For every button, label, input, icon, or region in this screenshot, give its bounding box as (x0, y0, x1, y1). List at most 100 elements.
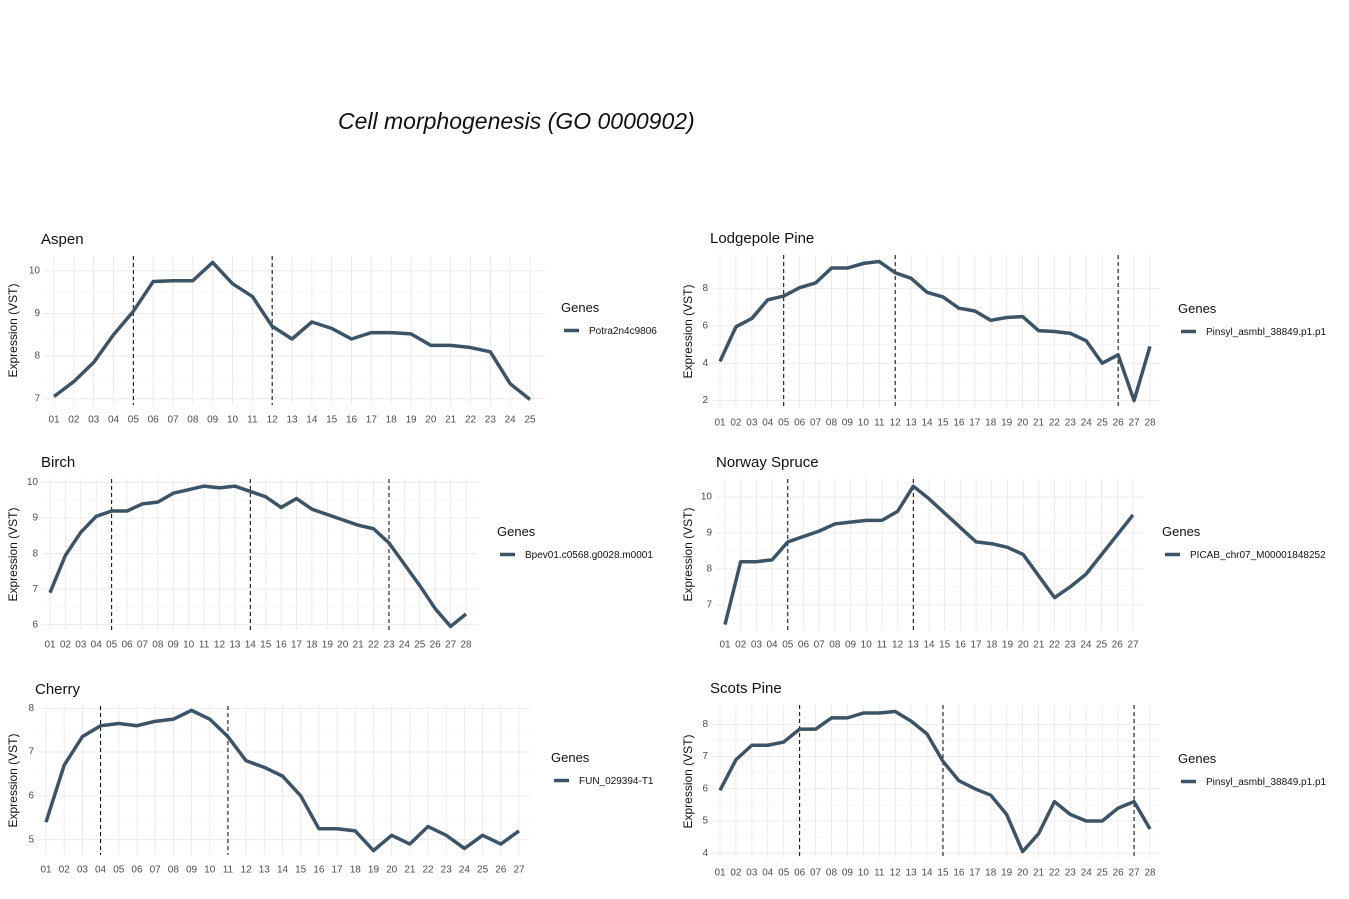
x-tick-label: 20 (337, 640, 349, 651)
x-tick-label: 05 (113, 865, 125, 876)
legend-title: Genes (497, 524, 536, 539)
x-tick-label: 02 (60, 640, 72, 651)
x-tick-label: 24 (1080, 640, 1092, 651)
x-tick-label: 12 (890, 868, 902, 879)
x-tick-label: 20 (425, 415, 437, 426)
x-tick-label: 27 (1129, 418, 1141, 429)
x-tick-label: 09 (186, 865, 198, 876)
x-tick-label: 12 (890, 418, 902, 429)
x-tick-label: 04 (762, 418, 774, 429)
x-tick-label: 15 (295, 865, 307, 876)
x-tick-label: 05 (778, 418, 790, 429)
x-tick-label: 16 (953, 868, 965, 879)
x-tick-label: 25 (414, 640, 426, 651)
y-tick-label: 6 (32, 619, 38, 630)
x-tick-label: 19 (1001, 418, 1013, 429)
x-tick-label: 15 (326, 415, 338, 426)
x-tick-label: 03 (75, 640, 87, 651)
x-tick-label: 22 (1049, 418, 1061, 429)
x-tick-label: 05 (778, 868, 790, 879)
x-tick-label: 26 (495, 865, 507, 876)
x-tick-label: 14 (245, 640, 257, 651)
x-tick-label: 15 (937, 418, 949, 429)
x-tick-label: 12 (241, 865, 253, 876)
x-tick-label: 02 (59, 865, 71, 876)
x-tick-label: 18 (306, 640, 318, 651)
series-line (718, 709, 1152, 854)
y-tick-label: 9 (706, 528, 712, 539)
x-tick-label: 17 (971, 640, 983, 651)
figure-title: Cell morphogenesis (GO 0000902) (338, 108, 695, 134)
x-tick-label: 24 (1081, 418, 1093, 429)
x-tick-label: 11 (877, 640, 888, 651)
y-tick-label: 8 (34, 351, 40, 362)
x-tick-label: 24 (459, 865, 471, 876)
x-tick-label: 14 (921, 868, 933, 879)
series-line (48, 484, 468, 629)
y-tick-label: 5 (702, 816, 708, 827)
legend-label: Potra2n4c9806 (589, 326, 657, 337)
x-tick-label: 01 (48, 415, 60, 426)
y-axis-label: Expression (VST) (681, 734, 695, 828)
x-tick-label: 25 (1097, 868, 1109, 879)
x-tick-label: 26 (1112, 640, 1124, 651)
x-tick-label: 19 (1002, 640, 1014, 651)
x-tick-label: 06 (798, 640, 810, 651)
x-tick-label: 14 (923, 640, 935, 651)
panel-title: Aspen (41, 231, 84, 248)
x-tick-label: 02 (730, 418, 742, 429)
x-tick-label: 19 (368, 865, 380, 876)
panel-title: Lodgepole Pine (710, 230, 814, 247)
y-axis-label: Expression (VST) (6, 283, 20, 377)
x-tick-label: 04 (95, 865, 107, 876)
x-tick-label: 17 (969, 418, 981, 429)
x-tick-label: 21 (1033, 868, 1045, 879)
x-tick-label: 15 (937, 868, 949, 879)
x-tick-label: 17 (291, 640, 303, 651)
legend-title: Genes (1178, 301, 1217, 316)
x-tick-label: 07 (810, 868, 822, 879)
legend-label: Bpev01.c0568.g0028.m0001 (525, 550, 653, 561)
x-tick-label: 10 (858, 418, 870, 429)
y-tick-label: 4 (702, 358, 708, 369)
x-tick-label: 02 (735, 640, 747, 651)
x-tick-label: 27 (1129, 868, 1141, 879)
x-tick-label: 07 (810, 418, 822, 429)
x-tick-label: 21 (1033, 640, 1045, 651)
x-tick-label: 22 (1049, 868, 1061, 879)
x-tick-label: 09 (207, 415, 219, 426)
x-tick-label: 13 (259, 865, 271, 876)
x-tick-label: 18 (986, 640, 998, 651)
x-tick-label: 21 (404, 865, 416, 876)
x-tick-label: 04 (91, 640, 103, 651)
legend-label: FUN_029394-T1 (579, 776, 654, 787)
y-tick-label: 8 (706, 564, 712, 575)
x-tick-label: 24 (1081, 868, 1093, 879)
y-axis-label: Expression (VST) (681, 284, 695, 378)
x-tick-label: 08 (826, 418, 838, 429)
x-tick-label: 11 (199, 640, 210, 651)
x-tick-label: 12 (267, 415, 279, 426)
y-tick-label: 7 (706, 599, 712, 610)
x-tick-label: 05 (106, 640, 118, 651)
x-tick-label: 13 (908, 640, 920, 651)
x-tick-label: 15 (260, 640, 272, 651)
x-tick-label: 19 (1001, 868, 1013, 879)
y-tick-label: 10 (701, 492, 713, 503)
x-tick-label: 13 (229, 640, 241, 651)
x-tick-label: 06 (148, 415, 160, 426)
panel-title: Scots Pine (710, 680, 782, 697)
x-tick-label: 01 (719, 640, 731, 651)
y-tick-label: 8 (702, 719, 708, 730)
x-tick-label: 02 (730, 868, 742, 879)
x-tick-label: 19 (322, 640, 334, 651)
y-tick-label: 5 (28, 834, 34, 845)
x-tick-label: 28 (460, 640, 472, 651)
panel-title: Birch (41, 454, 75, 471)
y-tick-label: 2 (702, 395, 708, 406)
x-tick-label: 16 (346, 415, 358, 426)
x-tick-label: 20 (1017, 868, 1029, 879)
x-tick-label: 24 (399, 640, 411, 651)
x-tick-label: 19 (405, 415, 417, 426)
